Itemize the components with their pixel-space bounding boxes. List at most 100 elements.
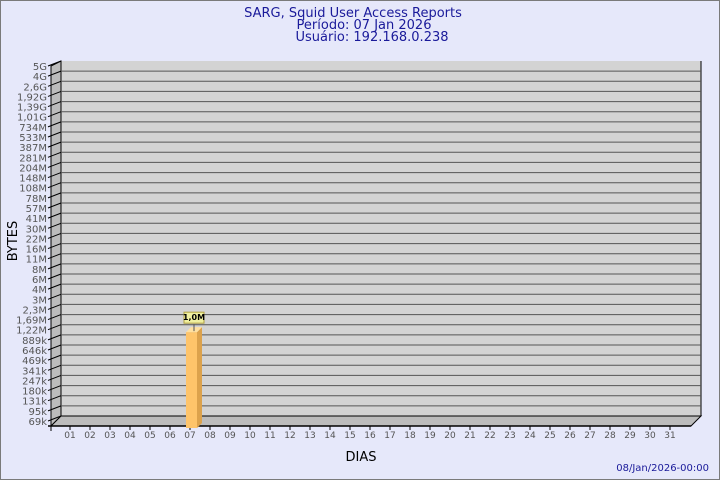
x-tick-label: 25 — [544, 431, 555, 441]
y-axis-label: BYTES — [6, 221, 21, 262]
y-tick — [47, 131, 62, 138]
x-tick-label: 05 — [144, 431, 155, 441]
y-tick-label: 341k — [22, 366, 47, 377]
chart-subtitle-period: Período: 07 Jan 2026 — [297, 18, 432, 33]
y-tick-label: 3M — [32, 295, 47, 306]
y-tick-label: 1,69M — [16, 316, 47, 327]
x-tick-label: 18 — [404, 431, 416, 441]
y-tick-label: 30M — [26, 224, 47, 235]
y-tick-label: 1,22M — [16, 326, 47, 337]
plot-floor — [49, 415, 703, 427]
x-tick-label: 21 — [464, 431, 475, 441]
x-tick-label: 13 — [304, 431, 315, 441]
y-tick — [47, 253, 62, 260]
x-tick-label: 23 — [504, 431, 515, 441]
y-tick — [47, 212, 62, 219]
y-tick — [47, 90, 62, 97]
y-tick — [47, 283, 62, 290]
y-tick — [47, 324, 62, 331]
y-tick-label: 148M — [19, 174, 47, 185]
bar — [186, 332, 197, 428]
y-tick — [47, 303, 62, 310]
plot-side-wall — [50, 60, 62, 428]
y-tick — [47, 243, 62, 250]
y-tick-label: 131k — [22, 397, 47, 408]
y-tick — [47, 202, 62, 209]
x-tick-label: 17 — [384, 431, 395, 441]
footer-timestamp: 08/Jan/2026-00:00 — [616, 463, 709, 474]
x-tick-label: 31 — [664, 431, 675, 441]
chart-title: SARG, Squid User Access Reports — [244, 6, 462, 21]
y-tick — [47, 161, 62, 168]
y-tick-label: 1,01G — [17, 113, 47, 124]
y-tick — [47, 222, 62, 229]
chart-subtitle-user: Usuário: 192.168.0.238 — [295, 30, 448, 45]
y-tick-label: 108M — [19, 184, 47, 195]
x-tick-label: 06 — [164, 431, 176, 441]
y-tick-label: 2,3M — [22, 305, 47, 316]
y-tick-label: 1,39G — [17, 103, 47, 114]
x-tick-label: 24 — [524, 431, 536, 441]
y-tick — [47, 385, 62, 392]
x-tick-label: 14 — [324, 431, 336, 441]
x-axis-label: DIAS — [346, 450, 377, 465]
y-tick — [47, 293, 62, 300]
x-tick-label: 03 — [104, 431, 115, 441]
y-tick-label: 646k — [22, 346, 47, 357]
y-tick-label: 57M — [26, 204, 47, 215]
y-tick-label: 1,92G — [17, 92, 47, 103]
x-tick-label: 26 — [564, 431, 576, 441]
y-tick-label: 95k — [28, 407, 47, 418]
x-tick-label: 27 — [584, 431, 595, 441]
x-tick-label: 16 — [364, 431, 376, 441]
x-tick-label: 15 — [344, 431, 355, 441]
y-tick-label: 204M — [19, 163, 47, 174]
y-tick-label: 889k — [22, 336, 47, 347]
x-tick-label: 04 — [124, 431, 136, 441]
y-tick-label: 4G — [33, 72, 47, 83]
y-tick — [47, 273, 62, 280]
x-tick-label: 28 — [604, 431, 616, 441]
y-tick — [47, 182, 62, 189]
y-tick — [47, 344, 62, 351]
bar-label-box — [183, 311, 205, 324]
y-tick — [47, 121, 62, 128]
x-tick-label: 02 — [84, 431, 95, 441]
y-tick-label: 69k — [28, 417, 47, 428]
y-tick-label: 78M — [26, 194, 47, 205]
plot-back-wall — [61, 61, 701, 416]
y-tick-label: 180k — [22, 387, 47, 398]
y-tick-label: 6M — [32, 275, 47, 286]
x-tick-label: 22 — [484, 431, 495, 441]
y-tick-label: 2,6G — [23, 82, 47, 93]
y-tick — [47, 334, 62, 341]
y-tick — [47, 374, 62, 381]
y-tick — [47, 232, 62, 239]
bar-side — [197, 327, 202, 428]
y-tick-label: 469k — [22, 356, 47, 367]
bar-label: 1,0M — [183, 313, 205, 322]
y-tick — [47, 314, 62, 321]
y-tick — [47, 263, 62, 270]
y-tick — [47, 80, 62, 87]
y-tick-label: 41M — [26, 214, 47, 225]
y-tick — [47, 415, 62, 422]
x-tick-label: 01 — [64, 431, 75, 441]
y-tick — [47, 354, 62, 361]
y-tick — [47, 172, 62, 179]
x-tick-label: 20 — [444, 431, 456, 441]
y-tick — [47, 151, 62, 158]
x-tick-label: 07 — [184, 431, 195, 441]
x-tick-label: 19 — [424, 431, 436, 441]
y-tick-label: 247k — [22, 376, 47, 387]
y-tick — [47, 364, 62, 371]
y-tick — [47, 111, 62, 118]
y-tick-label: 734M — [19, 123, 47, 134]
y-tick — [47, 141, 62, 148]
y-tick-label: 4M — [32, 285, 47, 296]
x-tick-label: 29 — [624, 431, 636, 441]
y-tick — [47, 101, 62, 108]
y-tick-label: 281M — [19, 153, 47, 164]
